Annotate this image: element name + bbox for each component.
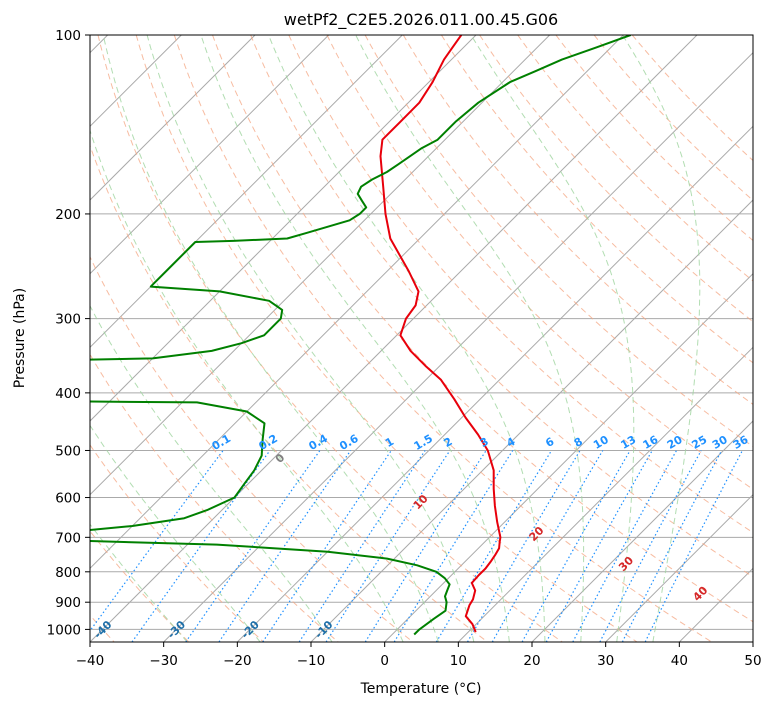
isotherm-line xyxy=(90,35,698,642)
moist-adiabat-line xyxy=(146,35,475,642)
dry-adiabat-line xyxy=(288,35,753,534)
x-tick-label: 20 xyxy=(523,653,540,669)
y-tick-label: 300 xyxy=(55,312,81,328)
x-tick-label: −40 xyxy=(76,653,105,669)
x-tick-label: 10 xyxy=(450,653,467,669)
mixing-ratio-line xyxy=(435,450,553,642)
y-axis-title: Pressure (hPa) xyxy=(12,288,28,388)
dry-adiabat-line xyxy=(212,35,753,623)
isotherm-line xyxy=(163,51,753,642)
x-tick-label: −30 xyxy=(149,653,178,669)
x-axis-title: Temperature (°C) xyxy=(360,681,482,697)
moist-adiabat-line xyxy=(90,304,333,642)
moist-adiabat-line xyxy=(90,523,188,642)
x-tick-label: 40 xyxy=(671,653,688,669)
dry-adiabat-line xyxy=(250,35,753,578)
y-tick-label: 400 xyxy=(55,386,81,402)
dry-adiabat-line xyxy=(402,35,753,405)
x-tick-label: 30 xyxy=(597,653,614,669)
isotherm-line xyxy=(457,346,753,642)
dry-adiabat-line xyxy=(135,35,638,642)
isotherm-line xyxy=(90,35,403,349)
plot-background xyxy=(90,35,753,642)
y-tick-label: 1000 xyxy=(47,622,81,638)
temperature-profile-line xyxy=(379,35,502,633)
moist-adiabat-line xyxy=(200,35,510,642)
mixing-ratio-line xyxy=(218,450,352,642)
isotherm-line xyxy=(605,493,753,642)
dry-adiabat-line xyxy=(364,35,753,448)
dry-adiabat-label: -50 xyxy=(18,618,41,641)
mixing-ratio-line xyxy=(90,450,224,632)
mixing-ratio-line xyxy=(572,450,678,642)
y-tick-label: 100 xyxy=(55,28,81,44)
isotherm-line xyxy=(384,272,753,642)
dewpoint-profile-line xyxy=(90,35,632,636)
mixing-ratio-line xyxy=(262,450,392,642)
x-tick-label: −20 xyxy=(223,653,252,669)
background-lines xyxy=(90,35,753,642)
isotherm-line xyxy=(90,35,477,422)
moist-adiabat-line xyxy=(90,128,404,642)
plot-frame xyxy=(89,34,754,643)
y-tick-label: 700 xyxy=(55,530,81,546)
moist-adiabat-line xyxy=(470,35,635,642)
moist-adiabat-line xyxy=(268,35,546,642)
x-tick-label: 0 xyxy=(380,653,389,669)
isotherm-line xyxy=(752,641,753,642)
isotherm-line xyxy=(90,35,330,275)
isotherm-line xyxy=(531,420,753,642)
mixing-ratio-line xyxy=(185,450,321,642)
y-tick-label: 200 xyxy=(55,207,81,223)
y-tick-label: 900 xyxy=(55,595,81,611)
isotherm-line xyxy=(236,125,753,642)
dry-adiabat-line xyxy=(440,35,753,364)
isotherm-line xyxy=(90,35,256,201)
dry-adiabat-line xyxy=(555,35,753,242)
mixing-ratio-line xyxy=(325,450,451,642)
moist-adiabat-line xyxy=(355,35,585,642)
x-tick-label: −10 xyxy=(297,653,326,669)
moist-adiabat-line xyxy=(102,35,439,642)
chart-title: wetPf2_C2E5.2026.011.00.45.G06 xyxy=(284,10,558,30)
dry-adiabat-line xyxy=(90,255,414,642)
dry-adiabat-line xyxy=(326,35,753,490)
x-tick-label: 50 xyxy=(744,653,761,669)
mixing-ratio-line xyxy=(599,450,702,642)
mixing-ratio-line xyxy=(298,450,426,642)
dry-adiabat-line xyxy=(90,353,339,642)
y-tick-label: 500 xyxy=(55,443,81,459)
moist-adiabat-line xyxy=(622,35,701,642)
profile-lines xyxy=(90,35,632,636)
dry-adiabat-line xyxy=(173,35,712,642)
y-axis: 100 200 300 400 500 600 700 800 900 1000 xyxy=(47,28,90,638)
isotherm-line xyxy=(90,35,551,496)
y-tick-label: 600 xyxy=(55,491,81,507)
y-tick-label: 800 xyxy=(55,565,81,581)
dry-adiabat-line xyxy=(593,35,753,202)
mixing-ratio-line xyxy=(131,450,271,642)
mixing-ratio-line xyxy=(545,450,653,642)
x-axis: −40 −30 −20 −10 0 10 20 30 40 50 xyxy=(76,642,762,669)
moist-adiabat-line xyxy=(90,424,261,642)
dry-adiabat-line xyxy=(90,444,264,642)
